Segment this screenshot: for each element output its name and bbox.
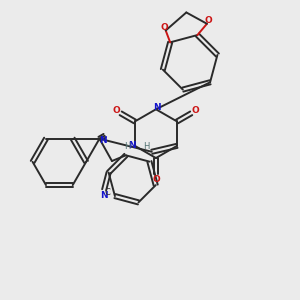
Text: C: C	[104, 188, 110, 197]
Text: H: H	[143, 142, 150, 151]
Text: N: N	[154, 103, 161, 112]
Text: H: H	[124, 142, 130, 151]
Text: N: N	[128, 141, 136, 150]
Text: O: O	[205, 16, 212, 25]
Text: N: N	[100, 190, 107, 200]
Text: O: O	[160, 23, 168, 32]
Text: N: N	[99, 136, 107, 145]
Text: O: O	[152, 175, 160, 184]
Text: O: O	[113, 106, 120, 116]
Text: O: O	[191, 106, 199, 116]
